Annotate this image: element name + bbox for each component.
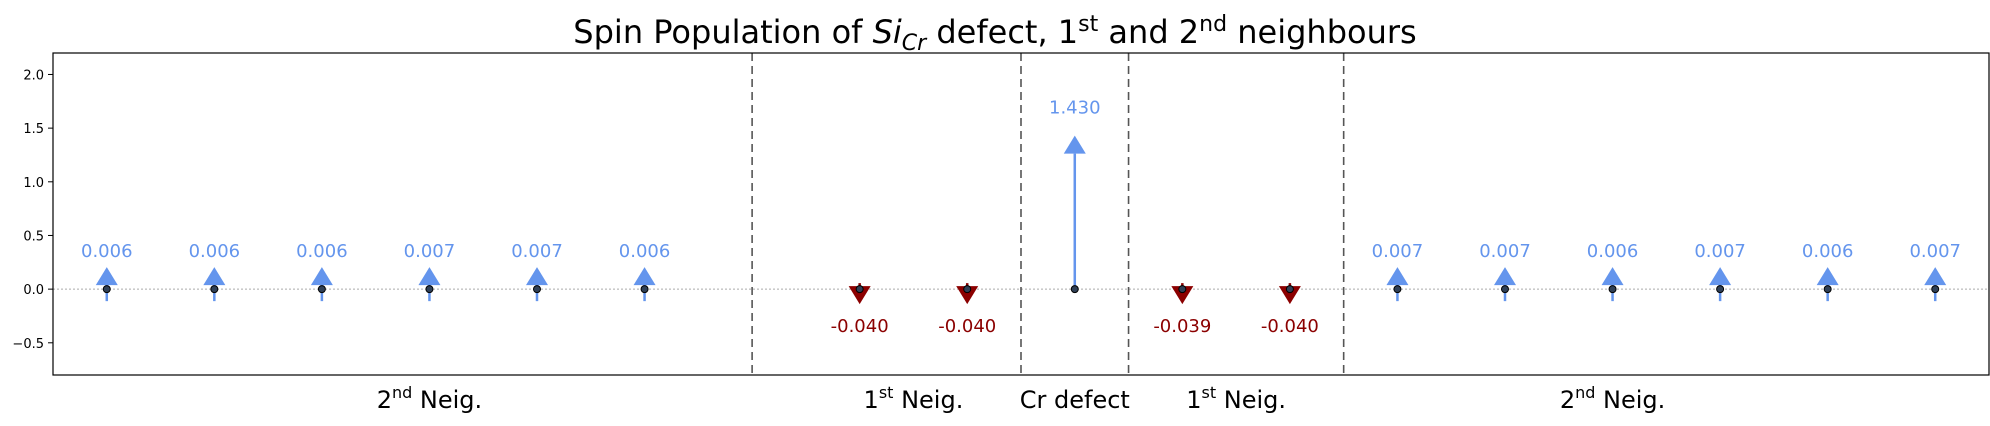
- atom-marker: [1070, 285, 1079, 294]
- atom-marker: [1608, 285, 1617, 294]
- atom-marker: [1501, 285, 1509, 294]
- spin-arrow-head: [848, 286, 871, 305]
- y-tick-label: 0.5: [23, 229, 44, 244]
- spin-value-label: 0.006: [619, 241, 671, 262]
- atom-marker: [1823, 285, 1832, 294]
- region-label-main: 2: [1560, 386, 1575, 414]
- atom-marker: [1716, 285, 1725, 294]
- atom-marker: [1178, 285, 1187, 294]
- spin-value-label: 0.006: [296, 241, 348, 262]
- spin-value-label: 0.006: [1587, 241, 1639, 262]
- atom-marker: [640, 285, 649, 294]
- spin-arrow-head: [526, 267, 548, 286]
- spin-arrow-head: [1816, 267, 1839, 286]
- spin-value-label: -0.040: [831, 316, 889, 337]
- y-tick-label: −0.5: [12, 337, 44, 352]
- region-label-sup: nd: [1575, 383, 1595, 402]
- atom-marker: [1393, 285, 1402, 294]
- spin-arrow-head: [1601, 267, 1624, 286]
- region-label: 2nd Neig.: [1560, 383, 1665, 414]
- region-label-rest: Neig.: [412, 386, 482, 414]
- region-label-main: 1: [864, 386, 879, 414]
- plot-area: 2.0 1.5 1.0 0.5 0.0 −0.5 0.006 0.006 0.006 0.007 0…: [12, 53, 1989, 414]
- region-label: 2nd Neig.: [377, 383, 482, 414]
- region-label-sup: st: [1202, 383, 1217, 402]
- spin-arrow-head: [1063, 135, 1086, 154]
- title-sup-2: nd: [1199, 12, 1227, 37]
- spin-value-label: -0.040: [938, 316, 996, 337]
- atom-marker: [210, 285, 219, 294]
- region-label: 1st Neig.: [1186, 383, 1286, 414]
- y-tick-label: 2.0: [23, 68, 44, 83]
- spin-value-label: 0.007: [1694, 241, 1746, 262]
- spin-arrow-head: [1924, 267, 1947, 286]
- spin-arrow-head: [1278, 286, 1301, 305]
- atom-marker: [102, 285, 111, 294]
- spin-arrow-head: [310, 267, 333, 286]
- spin-value-label: 0.007: [1372, 241, 1424, 262]
- region-label-sup: st: [879, 383, 894, 402]
- title-suffix: neighbours: [1227, 13, 1417, 51]
- region-label-main: Cr defect: [1020, 386, 1130, 414]
- region-label-sup: nd: [392, 383, 412, 402]
- region-label-rest: Neig.: [1216, 386, 1286, 414]
- spin-arrow-head: [956, 286, 979, 305]
- title-defect-main: Si: [873, 13, 902, 51]
- spin-value-label: 0.006: [81, 241, 133, 262]
- y-tick-label: 1.0: [23, 176, 44, 191]
- title-sup-1: st: [1078, 12, 1098, 37]
- title-middle: defect, 1: [926, 13, 1078, 51]
- spin-arrow-head: [1709, 267, 1732, 286]
- spin-value-label: 0.006: [189, 241, 241, 262]
- spin-value-label: 0.007: [404, 241, 456, 262]
- spin-value-label: 0.007: [1909, 241, 1961, 262]
- title-and: and 2: [1098, 13, 1199, 51]
- spin-arrow-head: [1494, 267, 1516, 286]
- spin-arrow-head: [95, 267, 118, 286]
- spin-value-label: 0.007: [1479, 241, 1531, 262]
- y-tick-label: 1.5: [23, 122, 44, 137]
- atom-marker: [1931, 285, 1940, 294]
- spin-value-label: 0.007: [511, 241, 563, 262]
- title-prefix: Spin Population of: [573, 13, 872, 51]
- plot-frame: [52, 52, 1990, 376]
- atom-marker: [855, 285, 864, 294]
- region-label-main: 2: [377, 386, 392, 414]
- spin-arrow-head: [203, 267, 226, 286]
- atom-marker: [1285, 285, 1294, 294]
- region-label: 1st Neig.: [864, 383, 964, 414]
- spin-arrow-head: [1171, 286, 1194, 305]
- region-label: Cr defect: [1020, 386, 1130, 414]
- y-tick-label: 0.0: [23, 283, 44, 298]
- region-label-rest: Neig.: [893, 386, 963, 414]
- region-label-main: 1: [1186, 386, 1201, 414]
- spin-value-label: 1.430: [1049, 98, 1101, 119]
- spin-arrow-head: [633, 267, 656, 286]
- atom-marker: [963, 285, 972, 294]
- atom-marker: [317, 285, 326, 294]
- title-defect-sub: Cr: [902, 31, 928, 56]
- spin-value-label: -0.039: [1153, 316, 1211, 337]
- atom-marker: [425, 285, 434, 294]
- spin-arrow-head: [418, 267, 441, 286]
- chart-title: Spin Population of SiCr defect, 1st and …: [573, 12, 1416, 56]
- atom-marker: [533, 285, 541, 294]
- spin-value-label: 0.006: [1802, 241, 1854, 262]
- spin-value-label: -0.040: [1261, 316, 1319, 337]
- spin-arrow-head: [1386, 267, 1409, 286]
- region-label-rest: Neig.: [1595, 386, 1665, 414]
